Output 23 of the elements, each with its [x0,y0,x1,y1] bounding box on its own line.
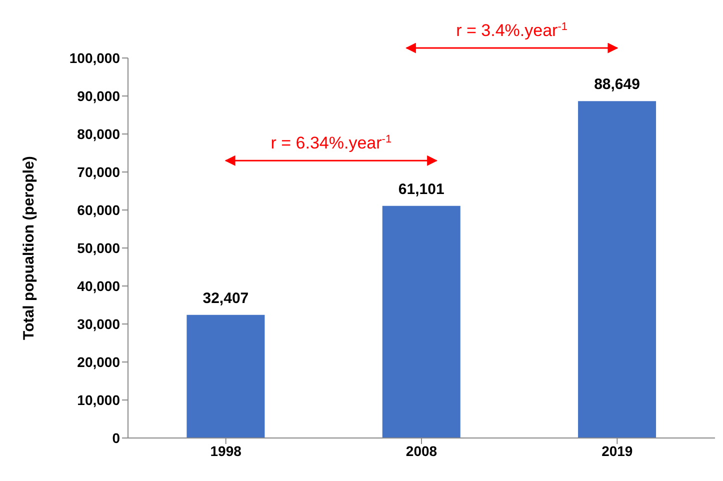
y-tick-label: 20,000 [77,354,120,370]
y-tick-label: 90,000 [77,88,120,104]
y-tick-label: 100,000 [69,50,120,66]
bar [186,314,265,438]
data-label: 88,649 [594,76,640,94]
y-tick-label: 60,000 [77,202,120,218]
x-tick-label: 2008 [406,442,438,459]
y-tick-label: 50,000 [77,240,120,256]
y-tick-label: 0 [112,430,120,446]
y-tick-label: 30,000 [77,316,120,332]
y-tick-label: 80,000 [77,126,120,142]
data-label: 61,101 [398,180,444,198]
bar [382,206,460,438]
y-tick-label: 10,000 [77,392,120,408]
y-tick-label: 40,000 [77,278,120,294]
y-tick-label: 70,000 [77,164,120,180]
x-tick-label: 1998 [210,442,242,459]
annotation: r = 6.34%.year$^{-1}$ [270,134,392,153]
bar [578,101,656,438]
y-axis-title: Total popualtion (perople) [20,156,38,340]
text: r = 3.4%.year$^{-1}$ [456,21,568,40]
data-label: 32,407 [202,290,249,307]
x-tick-label: 2019 [602,442,633,459]
